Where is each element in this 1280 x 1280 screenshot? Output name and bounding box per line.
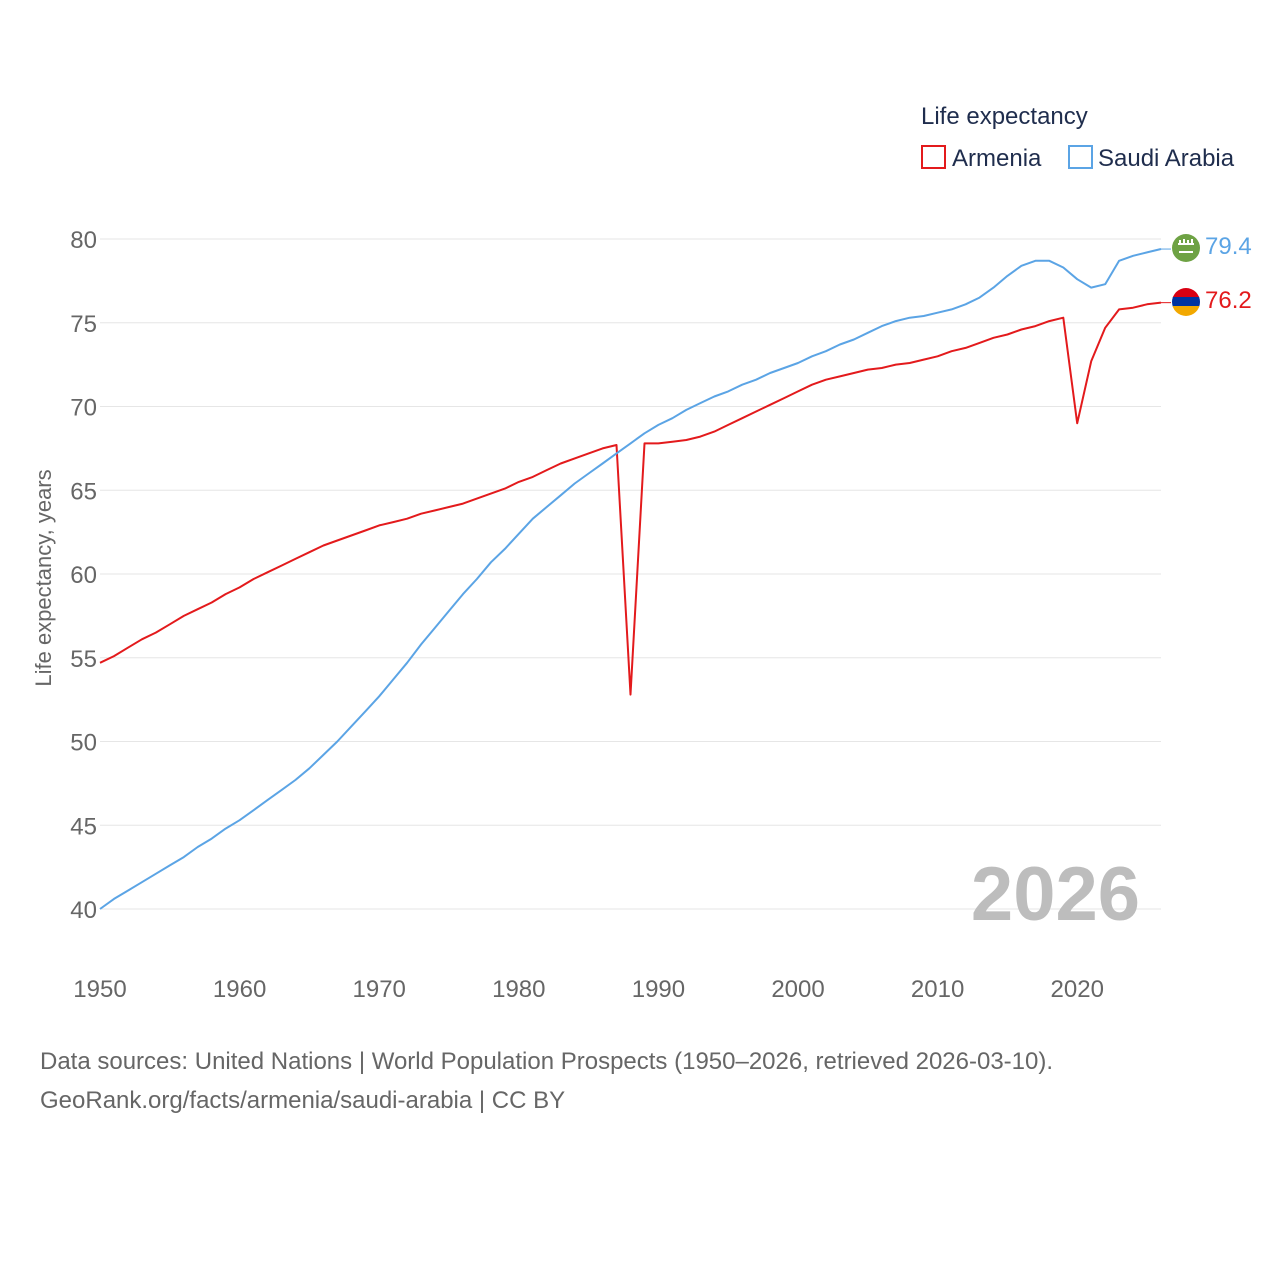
legend-label-armenia[interactable]: Armenia [952, 145, 1042, 172]
y-tick-label: 55 [70, 646, 97, 673]
legend: Life expectancy Armenia Saudi Arabia [921, 103, 1235, 172]
series-line-armenia[interactable] [99, 301, 1162, 696]
y-tick-label: 50 [70, 730, 97, 757]
x-tick-label: 1970 [353, 976, 406, 1003]
y-tick-label: 40 [70, 897, 97, 924]
saudi-arabia-flag-icon [1172, 234, 1200, 262]
y-tick-label: 45 [70, 813, 97, 840]
series-lines [99, 248, 1171, 910]
legend-label-saudi-arabia[interactable]: Saudi Arabia [1098, 145, 1235, 172]
gridlines [100, 238, 1161, 910]
series-line-saudi-arabia[interactable] [99, 248, 1162, 910]
saudi-arabia-end-value: 79.4 [1205, 233, 1252, 260]
data-sources-text: Data sources: United Nations | World Pop… [40, 1048, 1054, 1075]
line-chart: 40 45 50 55 60 65 70 75 80 1950 1960 1970 1980 1990 2… [31, 103, 1252, 1003]
footer: Data sources: United Nations | World Pop… [40, 1042, 1053, 1120]
x-tick-label: 1960 [213, 976, 266, 1003]
x-tick-label: 1980 [492, 976, 545, 1003]
y-axis-ticks: 40 45 50 55 60 65 70 75 80 [70, 227, 97, 924]
armenia-end-value: 76.2 [1205, 287, 1252, 314]
legend-swatch-saudi-arabia[interactable] [1068, 145, 1093, 169]
x-tick-label: 1990 [632, 976, 685, 1003]
y-tick-label: 65 [70, 478, 97, 505]
y-axis-title: Life expectancy, years [31, 469, 56, 686]
saudi-arabia-end-marker: 79.4 [1172, 233, 1252, 262]
legend-swatch-armenia[interactable] [921, 145, 946, 169]
y-tick-label: 60 [70, 562, 97, 589]
credit-link[interactable]: GeoRank.org/facts/armenia/saudi-arabia |… [40, 1087, 566, 1114]
year-watermark: 2026 [971, 852, 1140, 937]
y-tick-label: 70 [70, 395, 97, 422]
x-tick-label: 1950 [73, 976, 126, 1003]
x-tick-label: 2000 [771, 976, 824, 1003]
armenia-flag-icon [1172, 288, 1200, 316]
x-tick-label: 2010 [911, 976, 964, 1003]
x-axis-ticks: 1950 1960 1970 1980 1990 2000 2010 2020 [73, 976, 1104, 1003]
x-tick-label: 2020 [1051, 976, 1104, 1003]
y-tick-label: 75 [70, 311, 97, 338]
legend-title: Life expectancy [921, 103, 1088, 130]
y-tick-label: 80 [70, 227, 97, 254]
armenia-end-marker: 76.2 [1172, 287, 1252, 316]
